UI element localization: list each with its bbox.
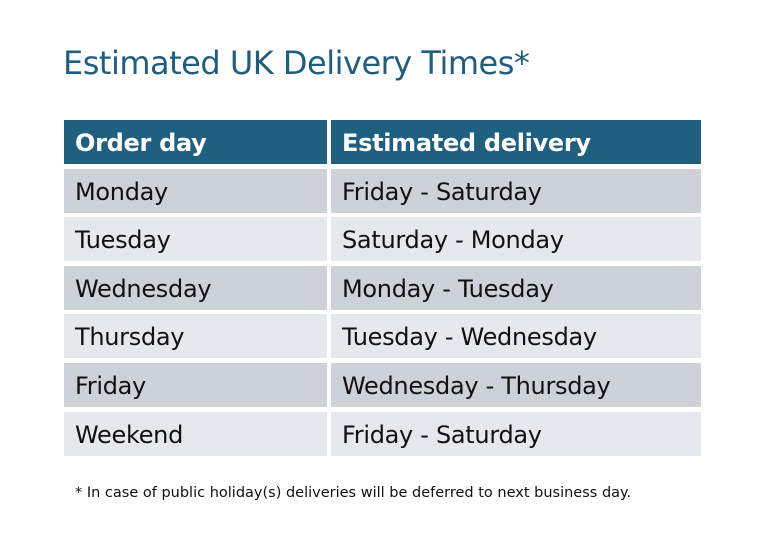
- order-day-cell: Weekend: [64, 411, 327, 456]
- delivery-cell: Saturday - Monday: [331, 217, 701, 262]
- footnote: * In case of public holiday(s) deliverie…: [75, 485, 632, 501]
- order-day-cell: Monday: [64, 168, 327, 213]
- order-day-cell: Wednesday: [64, 265, 327, 310]
- table-row: Tuesday Saturday - Monday: [64, 217, 701, 262]
- page-title: Estimated UK Delivery Times*: [63, 44, 530, 82]
- table-row: Friday Wednesday - Thursday: [64, 362, 701, 407]
- delivery-cell: Wednesday - Thursday: [331, 362, 701, 407]
- table-row: Wednesday Monday - Tuesday: [64, 265, 701, 310]
- table-header-row: Order day Estimated delivery: [64, 120, 701, 164]
- delivery-cell: Friday - Saturday: [331, 168, 701, 213]
- delivery-cell: Friday - Saturday: [331, 411, 701, 456]
- order-day-cell: Friday: [64, 362, 327, 407]
- order-day-cell: Thursday: [64, 314, 327, 359]
- order-day-cell: Tuesday: [64, 217, 327, 262]
- table-row: Weekend Friday - Saturday: [64, 411, 701, 456]
- delivery-cell: Monday - Tuesday: [331, 265, 701, 310]
- header-order-day: Order day: [64, 120, 327, 164]
- table-row: Thursday Tuesday - Wednesday: [64, 314, 701, 359]
- delivery-cell: Tuesday - Wednesday: [331, 314, 701, 359]
- header-estimated-delivery: Estimated delivery: [331, 120, 701, 164]
- table-row: Monday Friday - Saturday: [64, 168, 701, 213]
- delivery-table: Order day Estimated delivery Monday Frid…: [64, 120, 701, 460]
